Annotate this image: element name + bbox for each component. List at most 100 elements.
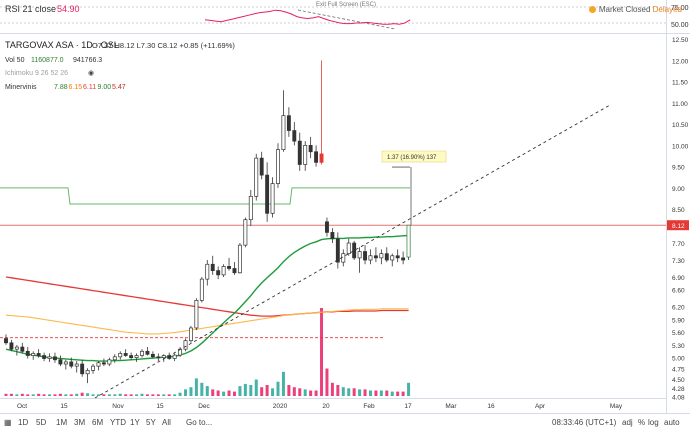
volume-bar [216, 390, 220, 396]
candle [107, 359, 112, 365]
period-3m[interactable]: 3M [74, 418, 86, 427]
candle [58, 359, 63, 365]
candle [232, 268, 237, 274]
volume-bar [211, 389, 215, 396]
rsi-line [204, 9, 411, 25]
price-tick-label: 9.50 [672, 165, 685, 172]
delayed-badge[interactable]: Delayed [652, 5, 682, 14]
candle [31, 353, 36, 356]
time-tick-label: 15 [60, 403, 68, 410]
volume-bar [336, 385, 340, 396]
volume-bar [358, 389, 362, 396]
price-tick-label: 11.00 [672, 101, 688, 108]
ichimoku-label: Ichimoku 9 26 52 26 [5, 70, 68, 77]
candle [330, 232, 335, 240]
volume-bar [75, 393, 79, 396]
volume-value: 1160877.0 [31, 57, 64, 64]
volume-bar [379, 390, 383, 396]
volume-bar [69, 394, 73, 396]
period-5d[interactable]: 5D [36, 418, 47, 427]
high-step-line [0, 187, 410, 205]
candle [357, 251, 362, 259]
volume-bar [352, 388, 356, 396]
price-tick-label: 9.00 [672, 186, 685, 193]
candle [216, 270, 221, 276]
period-1y[interactable]: 1Y [130, 418, 140, 427]
candle [221, 266, 226, 276]
period-5y[interactable]: 5Y [146, 418, 156, 427]
period-all[interactable]: All [162, 418, 171, 427]
clock-icon [588, 6, 596, 14]
volume-bar [363, 389, 367, 396]
calendar-icon[interactable]: ▦ [4, 418, 12, 427]
candle [53, 356, 57, 361]
log-toggle[interactable]: log [648, 418, 659, 427]
volume-bar [347, 388, 351, 396]
minervini-value: 9.00 [98, 84, 112, 91]
minervini-value: 6.15 [69, 84, 83, 91]
candle [205, 263, 210, 280]
volume-bar [232, 391, 236, 396]
time-tick-label: 20 [322, 403, 330, 410]
price-tick-label: 4.75 [672, 366, 685, 373]
candle [373, 255, 378, 259]
volume-bar [26, 394, 30, 396]
exit-fullscreen-link[interactable]: Exit Full Screen (ESC) [316, 2, 376, 8]
sma50-line [5, 234, 409, 362]
candle [259, 157, 264, 176]
candle [20, 346, 25, 352]
volume-bar [200, 382, 204, 396]
candle [237, 244, 242, 274]
candle [227, 266, 231, 269]
last-price-label: 8.12 [672, 223, 685, 230]
period-ytd[interactable]: YTD [110, 418, 126, 427]
candle [276, 149, 280, 184]
candle [74, 363, 79, 367]
volume-bar [91, 394, 95, 396]
candle [210, 263, 215, 271]
price-tick-label: 4.50 [672, 377, 685, 384]
volume-bar [330, 382, 334, 396]
volume-bar [107, 394, 111, 396]
candle [145, 350, 150, 355]
period-1d[interactable]: 1D [18, 418, 29, 427]
volume-bar [325, 368, 329, 396]
candle [69, 361, 74, 367]
volume-bar [407, 382, 411, 396]
price-tick-label: 6.60 [672, 288, 685, 295]
volume-bar [53, 394, 57, 396]
candle [384, 253, 389, 261]
period-1m[interactable]: 1M [56, 418, 68, 427]
candle [194, 300, 199, 329]
volume-bar [341, 387, 345, 396]
adj-toggle[interactable]: adj [622, 418, 633, 427]
eye-icon: ◉ [88, 70, 94, 77]
volume-label: Vol 50 [5, 57, 25, 64]
candle [319, 153, 324, 163]
candle [4, 338, 8, 344]
minervini-label: Minervinis [5, 84, 37, 91]
volume-bar [271, 388, 275, 396]
volume-bar [96, 394, 100, 396]
candle [292, 130, 297, 142]
time-tick-label: Oct [17, 403, 27, 410]
candle [395, 255, 400, 259]
candle [183, 340, 188, 350]
goto-button[interactable]: Go to... [186, 418, 213, 427]
volume-bar [58, 393, 62, 396]
percent-toggle[interactable]: % [638, 418, 646, 427]
candle [134, 355, 139, 359]
price-tick-label: 11.50 [672, 80, 688, 87]
time-tick-label: 2020 [273, 403, 288, 410]
sma150-line [5, 308, 409, 335]
candle [297, 140, 302, 165]
time-tick-label: May [610, 403, 623, 410]
period-6m[interactable]: 6M [92, 418, 104, 427]
clock-time[interactable]: 08:33:46 (UTC+1) [552, 418, 617, 427]
volume-bar [368, 390, 372, 396]
auto-toggle[interactable]: auto [664, 418, 680, 427]
volume-ma-value: 941766.3 [73, 57, 102, 64]
volume-bar [86, 393, 90, 396]
